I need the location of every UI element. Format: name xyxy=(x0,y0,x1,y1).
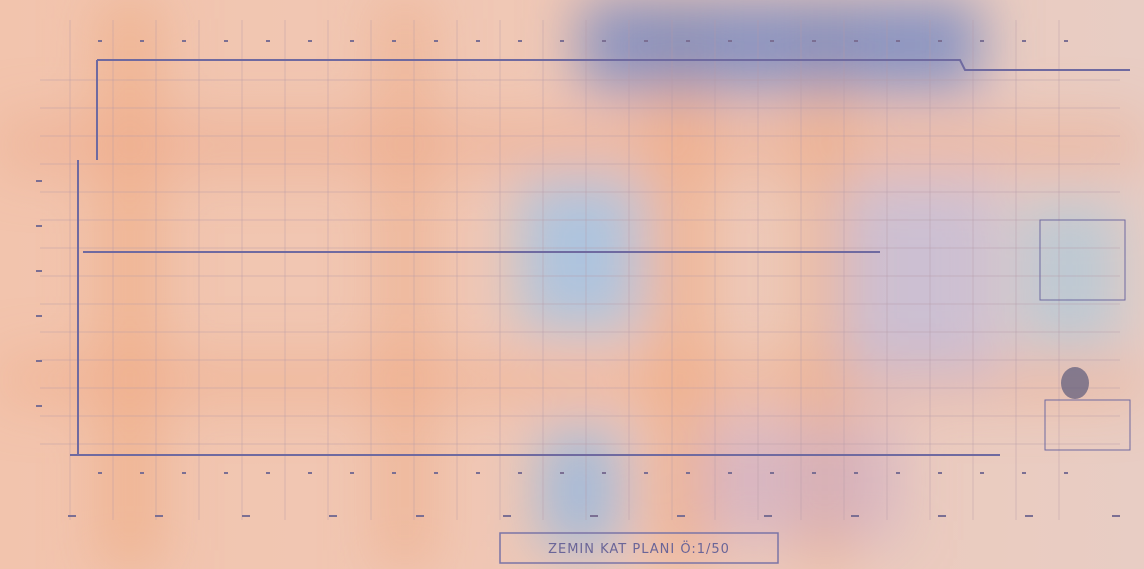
tick xyxy=(812,472,816,474)
tick xyxy=(518,472,522,474)
tick xyxy=(98,472,102,474)
stain xyxy=(1061,367,1089,399)
tick xyxy=(1112,515,1120,517)
tick xyxy=(140,472,144,474)
tick xyxy=(182,40,186,42)
tick xyxy=(938,40,942,42)
tick xyxy=(896,472,900,474)
tick xyxy=(896,40,900,42)
tick xyxy=(416,515,424,517)
tick xyxy=(686,472,690,474)
tick xyxy=(140,40,144,42)
tick xyxy=(36,315,42,317)
tick xyxy=(602,40,606,42)
tick xyxy=(518,40,522,42)
tick xyxy=(68,515,76,517)
tick xyxy=(350,40,354,42)
tick xyxy=(686,40,690,42)
tick xyxy=(308,40,312,42)
tick xyxy=(434,472,438,474)
tick xyxy=(392,472,396,474)
tick xyxy=(560,472,564,474)
tick xyxy=(36,360,42,362)
tick xyxy=(329,515,337,517)
tick xyxy=(36,270,42,272)
tick xyxy=(938,472,942,474)
tick xyxy=(224,40,228,42)
tick xyxy=(1025,515,1033,517)
tick xyxy=(1022,40,1026,42)
tick xyxy=(980,40,984,42)
tick xyxy=(644,40,648,42)
tick xyxy=(602,472,606,474)
tick xyxy=(728,40,732,42)
tick xyxy=(242,515,250,517)
tick xyxy=(155,515,163,517)
tick xyxy=(503,515,511,517)
tick xyxy=(350,472,354,474)
tick xyxy=(677,515,685,517)
tick xyxy=(36,225,42,227)
tick xyxy=(1064,40,1068,42)
drawing-title: ZEMIN KAT PLANI Ö:1/50 xyxy=(548,540,730,557)
tick xyxy=(1064,472,1068,474)
tick xyxy=(476,40,480,42)
tick xyxy=(728,472,732,474)
tick xyxy=(36,180,42,182)
tick xyxy=(476,472,480,474)
tick xyxy=(764,515,772,517)
tick xyxy=(812,40,816,42)
tick xyxy=(980,472,984,474)
floor-plan-scan: ZEMIN KAT PLANI Ö:1/50 xyxy=(0,0,1144,569)
tick xyxy=(590,515,598,517)
tick xyxy=(98,40,102,42)
tick xyxy=(434,40,438,42)
tick xyxy=(266,40,270,42)
tick xyxy=(224,472,228,474)
tick xyxy=(308,472,312,474)
tick xyxy=(392,40,396,42)
tick xyxy=(266,472,270,474)
tick xyxy=(854,472,858,474)
tick xyxy=(182,472,186,474)
tick xyxy=(36,405,42,407)
tick xyxy=(938,515,946,517)
tick xyxy=(770,40,774,42)
tick xyxy=(770,472,774,474)
tick xyxy=(644,472,648,474)
tick xyxy=(560,40,564,42)
tick xyxy=(851,515,859,517)
tick xyxy=(1022,472,1026,474)
tick xyxy=(854,40,858,42)
